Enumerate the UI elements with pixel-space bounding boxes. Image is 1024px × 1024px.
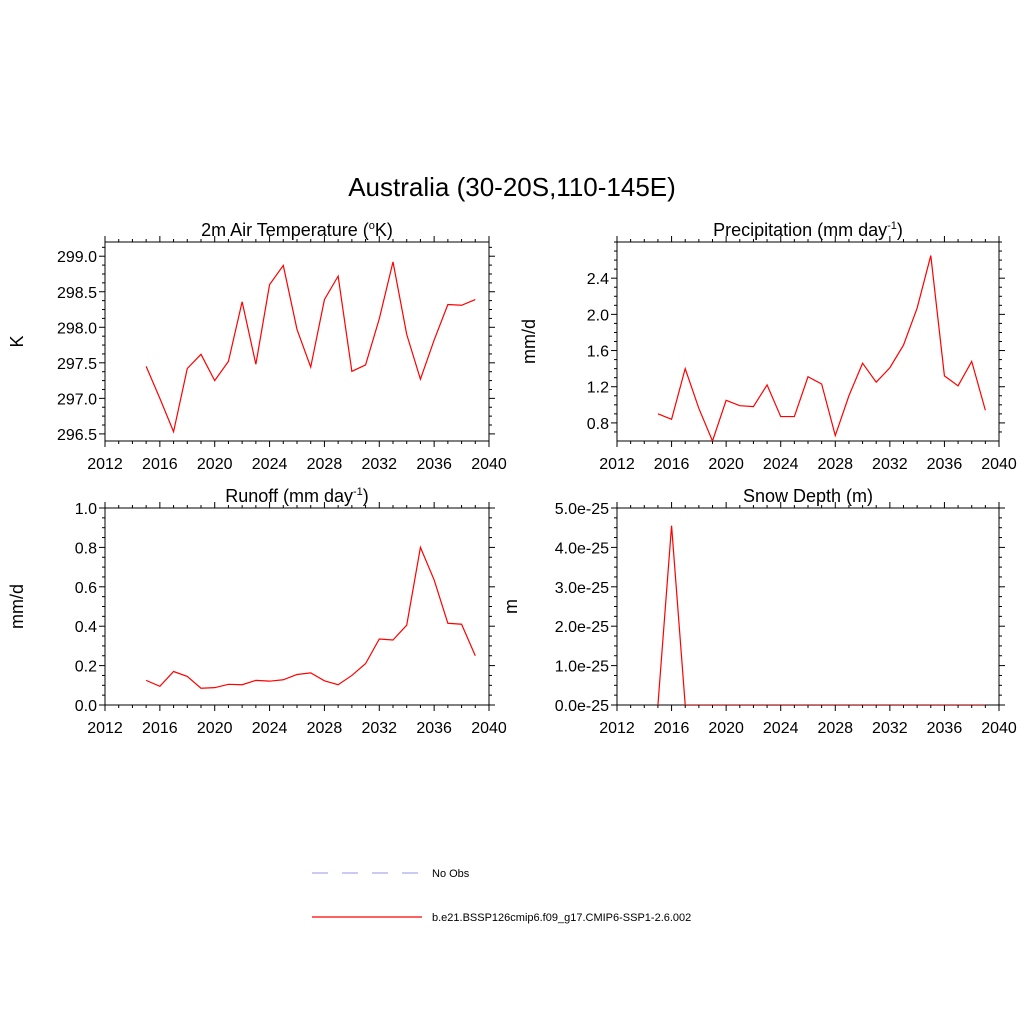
y-tick-label: 1.6 [587, 344, 609, 361]
y-tick-label: 1.0 [75, 501, 97, 518]
y-tick-label: 299.0 [57, 249, 97, 266]
x-tick-label: 2032 [361, 456, 397, 473]
panels: 2m Air Temperature (oK)2012 2016 2020 2024 2… [7, 220, 1017, 737]
x-tick-label: 2036 [927, 456, 963, 473]
x-tick-label: 2012 [599, 720, 635, 737]
x-tick-label: 2028 [817, 720, 853, 737]
x-tick-label: 2040 [471, 720, 507, 737]
y-tick-label: 0.6 [75, 580, 97, 597]
x-tick-label: 2040 [471, 456, 507, 473]
x-tick-label: 2012 [599, 456, 635, 473]
x-tick-label: 2036 [927, 720, 963, 737]
panel-title-superscript: -1 [353, 486, 363, 498]
x-tick-label: 2040 [981, 456, 1017, 473]
chart-panel-4: Snow Depth (m) 2012 2016 2020 2024 2028 2032 20… [501, 486, 1017, 737]
legend-label: No Obs [432, 868, 470, 880]
x-tick-label: 2032 [361, 720, 397, 737]
legend-item-2: b.e21.BSSP126cmip6.f09_g17.CMIP6-SSP1-2.… [312, 912, 691, 924]
y-tick-label: 0.0 [75, 698, 97, 715]
panel-title-suffix: ) [897, 220, 903, 240]
y-tick-label: 0.4 [75, 619, 97, 636]
y-tick-label: 0.8 [75, 540, 97, 557]
y-tick-label: 0.2 [75, 659, 97, 676]
y-tick-label: 1.0e-25 [555, 659, 609, 676]
x-tick-label: 2012 [87, 720, 123, 737]
x-tick-label: 2012 [87, 456, 123, 473]
x-tick-label: 2016 [142, 720, 178, 737]
x-tick-label: 2036 [416, 720, 452, 737]
x-tick-label: 2016 [654, 456, 690, 473]
chart-panel-2: Precipitation (mm day-1) 2012 2016 2020 2024… [519, 220, 1017, 473]
x-tick-label: 2032 [872, 456, 908, 473]
y-tick-label: 0.0e-25 [555, 698, 609, 715]
panel-title-superscript: o [369, 220, 375, 232]
panel-title: Precipitation (mm day-1) [713, 220, 903, 240]
panel-title-superscript: -1 [887, 220, 897, 232]
chart-panel-3: Runoff (mm day-1) 2012 2016 2020 2024 2028 203… [7, 486, 507, 737]
chart-panel-1: 2m Air Temperature (oK) 2012 2016 2020 2024 2… [7, 220, 507, 473]
figure-title: Australia (30-20S,110-145E) [348, 172, 676, 202]
x-tick-label: 2036 [416, 456, 452, 473]
x-tick-label: 2024 [763, 456, 799, 473]
x-tick-label: 2020 [708, 720, 744, 737]
y-tick-label: 297.0 [57, 391, 97, 408]
panel-title-text: 2m Air Temperature ( [201, 220, 369, 240]
x-tick-label: 2028 [307, 456, 343, 473]
y-tick-label: 296.5 [57, 427, 97, 444]
x-tick-label: 2016 [654, 720, 690, 737]
legend-item-1: No Obs [312, 868, 470, 880]
y-tick-label: 298.5 [57, 285, 97, 302]
y-tick-label: 2.0 [587, 307, 609, 324]
y-tick-label: 3.0e-25 [555, 580, 609, 597]
y-axis-label: m [501, 599, 521, 614]
panel-title-text: Snow Depth (m) [743, 486, 873, 506]
panel-title-suffix: ) [363, 486, 369, 506]
x-tick-label: 2020 [197, 720, 233, 737]
legend-label: b.e21.BSSP126cmip6.f09_g17.CMIP6-SSP1-2.… [432, 912, 691, 924]
y-tick-label: 4.0e-25 [555, 540, 609, 557]
y-tick-label: 298.0 [57, 320, 97, 337]
series-line-1 [145, 261, 476, 434]
panel-title-suffix: K) [375, 220, 393, 240]
panel-title-text: Precipitation (mm day [713, 220, 887, 240]
y-axis-label: mm/d [7, 584, 27, 629]
y-axis-label: K [7, 335, 27, 347]
y-axis-label: mm/d [519, 319, 539, 364]
x-tick-label: 2024 [252, 456, 288, 473]
x-tick-label: 2040 [981, 720, 1017, 737]
x-tick-label: 2020 [708, 456, 744, 473]
x-tick-label: 2024 [252, 720, 288, 737]
panel-title: 2m Air Temperature (oK) [201, 220, 393, 240]
y-tick-label: 297.5 [57, 356, 97, 373]
x-tick-label: 2028 [817, 456, 853, 473]
x-tick-label: 2016 [142, 456, 178, 473]
x-tick-label: 2020 [197, 456, 233, 473]
panel-title: Runoff (mm day-1) [225, 486, 369, 506]
y-tick-label: 1.2 [587, 380, 609, 397]
y-tick-label: 2.4 [587, 271, 609, 288]
y-tick-label: 5.0e-25 [555, 501, 609, 518]
panel-title-text: Runoff (mm day [225, 486, 353, 506]
x-tick-label: 2032 [872, 720, 908, 737]
y-tick-label: 0.8 [587, 416, 609, 433]
y-tick-label: 2.0e-25 [555, 619, 609, 636]
panel-title: Snow Depth (m) [743, 486, 873, 506]
series-line-1 [145, 545, 476, 689]
legend: No Obs b.e21.BSSP126cmip6.f09_g17.CMIP6-S… [312, 868, 691, 924]
x-tick-label: 2028 [307, 720, 343, 737]
series-line-1 [657, 255, 986, 441]
x-tick-label: 2024 [763, 720, 799, 737]
